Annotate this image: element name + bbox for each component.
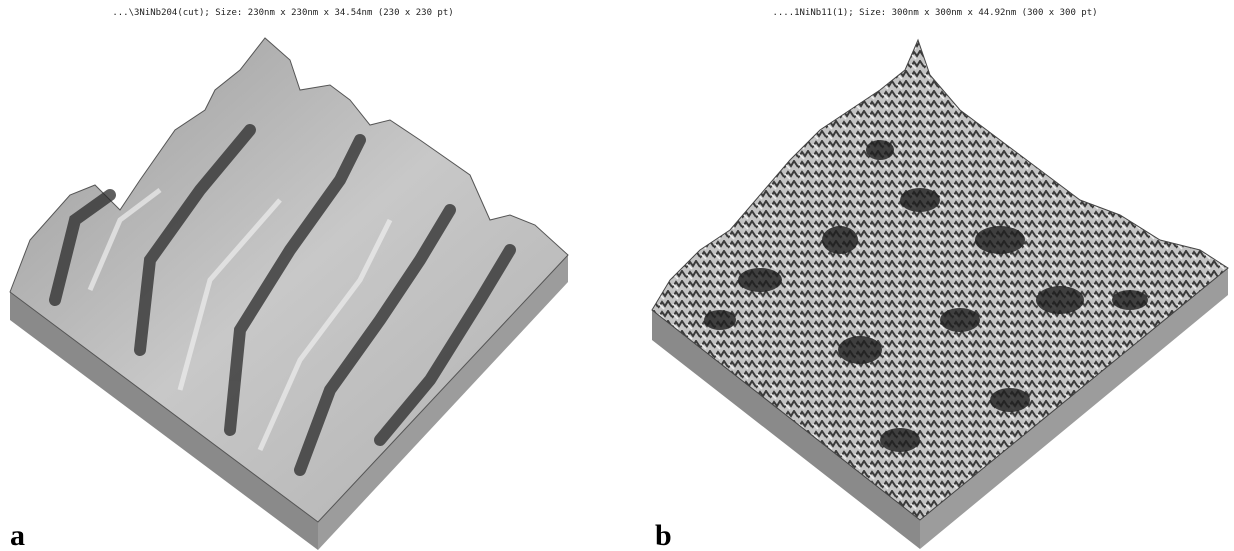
caption: ....1NiNb11(1); Size: 300nm x 300nm x 44… [772, 8, 1097, 18]
panel-a: ...\3NiNb204(cut); Size: 230nm x 230nm x… [10, 8, 568, 551]
panel-label: b [655, 519, 672, 551]
caption: ...\3NiNb204(cut); Size: 230nm x 230nm x… [112, 8, 453, 18]
figure: ...\3NiNb204(cut); Size: 230nm x 230nm x… [0, 0, 1234, 551]
panel-label: a [10, 519, 25, 551]
panel-b: ....1NiNb11(1); Size: 300nm x 300nm x 44… [652, 8, 1228, 551]
